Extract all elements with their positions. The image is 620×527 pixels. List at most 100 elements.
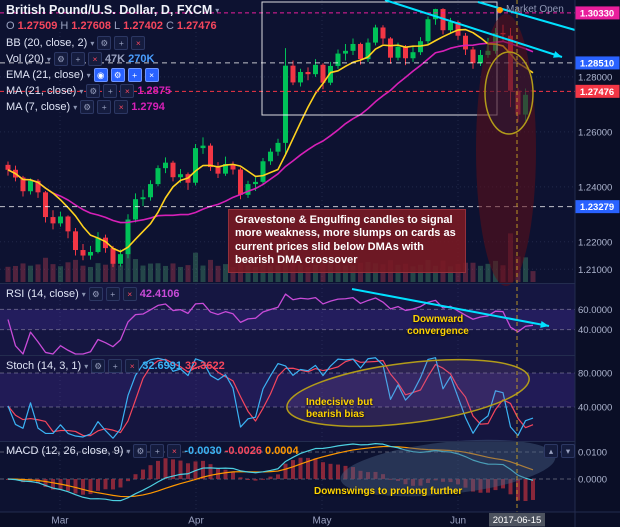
candle-body	[253, 181, 258, 185]
plus-icon[interactable]: +	[114, 36, 129, 50]
gear-icon[interactable]: ⚙	[133, 444, 148, 458]
stoch-note[interactable]: Indecisive but bearish bias	[306, 397, 373, 420]
candle-body	[268, 151, 273, 162]
plus-icon[interactable]: +	[127, 68, 142, 82]
gear-icon[interactable]: ⚙	[80, 100, 95, 114]
pane-up-icon[interactable]: ▴	[544, 444, 558, 458]
chevron-down-icon[interactable]: ▾	[81, 289, 86, 299]
candle-body	[155, 168, 161, 185]
time-scale[interactable]: Mar Apr May Jun 2017-06-15	[51, 513, 545, 527]
chevron-down-icon[interactable]: ▾	[126, 446, 131, 456]
plus-icon[interactable]: +	[105, 287, 120, 301]
trend-arrow-drawing	[477, 1, 576, 31]
market-status-label: Market Open	[506, 4, 564, 15]
stoch-ellipse-drawing	[286, 358, 530, 428]
plus-icon[interactable]: +	[150, 444, 165, 458]
ma7-label[interactable]: MA (7, close)	[6, 101, 71, 113]
candle-body	[373, 27, 378, 43]
ma21-label[interactable]: MA (21, close)	[6, 85, 77, 97]
close-icon[interactable]: ×	[131, 36, 146, 50]
svg-text:1.24000: 1.24000	[578, 182, 612, 193]
candle-body	[215, 167, 221, 174]
macd-note[interactable]: Downswings to prolong further	[314, 486, 463, 497]
price-badge	[575, 6, 620, 20]
candle-body	[125, 219, 131, 255]
gear-icon[interactable]: ⚙	[97, 36, 112, 50]
chevron-down-icon[interactable]: ▾	[46, 54, 51, 64]
legend-row-macd: MACD (12, 26, close, 9) ▾ ⚙ + × -0.0030 …	[6, 444, 299, 458]
analysis-callout[interactable]: Gravestone & Engulfing candles to signal…	[228, 209, 466, 273]
vol-ma-value: 270K	[128, 53, 155, 65]
candle-body	[193, 148, 198, 183]
svg-text:0.0100: 0.0100	[578, 448, 607, 459]
chevron-down-icon[interactable]: ▾	[86, 70, 91, 80]
open-label: O	[6, 20, 15, 32]
candle-body	[365, 42, 371, 60]
gear-icon[interactable]: ⚙	[86, 84, 101, 98]
candle-body	[80, 250, 86, 256]
close-icon[interactable]: ×	[144, 68, 159, 82]
pane-controls: ▴ ▾	[544, 444, 575, 458]
ohlc-row: O 1.27509 H 1.27608 L 1.27402 C 1.27476	[6, 20, 217, 32]
candle-body	[425, 19, 431, 42]
plus-icon[interactable]: +	[70, 52, 85, 66]
svg-text:80.0000: 80.0000	[578, 369, 612, 380]
close-icon[interactable]: ×	[87, 52, 102, 66]
candle-body	[463, 35, 468, 50]
candle-body	[380, 27, 386, 39]
chevron-down-icon[interactable]: ▾	[90, 38, 95, 48]
candle-body	[260, 161, 266, 182]
rsi-label[interactable]: RSI (14, close)	[6, 288, 79, 300]
gear-icon[interactable]: ⚙	[88, 287, 103, 301]
macd-layer	[6, 443, 535, 502]
vol-label[interactable]: Vol (20)	[6, 53, 44, 65]
candle-body	[95, 237, 101, 252]
legend-row-ma21: MA (21, close) ▾ ⚙ + × 1.2875	[6, 84, 171, 98]
pane-down-icon[interactable]: ▾	[561, 444, 575, 458]
drawings-layer[interactable]	[261, 0, 576, 512]
gear-icon[interactable]: ⚙	[110, 68, 125, 82]
candle-body	[403, 46, 408, 59]
high-label: H	[60, 20, 69, 32]
legend-row-vol: Vol (20) ▾ ⚙ + × 47K 270K	[6, 52, 154, 66]
candle-body	[358, 43, 363, 60]
chevron-down-icon[interactable]: ▾	[73, 102, 78, 112]
stoch-label[interactable]: Stoch (14, 3, 1)	[6, 360, 82, 372]
eye-icon[interactable]: ◉	[93, 68, 108, 82]
close-label: C	[165, 20, 174, 32]
market-status: Market Open	[497, 4, 564, 15]
candle-body	[343, 50, 348, 54]
ema-label[interactable]: EMA (21, close)	[6, 69, 84, 81]
candle-body	[58, 216, 63, 224]
candle-body	[388, 38, 393, 58]
chevron-down-icon[interactable]: ▾	[79, 86, 84, 96]
plus-icon[interactable]: +	[97, 100, 112, 114]
close-icon[interactable]: ×	[114, 100, 129, 114]
gear-icon[interactable]: ⚙	[53, 52, 68, 66]
candle-body	[410, 52, 416, 59]
svg-text:Jun: Jun	[450, 516, 466, 527]
bb-label[interactable]: BB (20, close, 2)	[6, 37, 88, 49]
close-icon[interactable]: ×	[167, 444, 182, 458]
candle-body	[140, 197, 146, 200]
svg-text:60.0000: 60.0000	[578, 305, 612, 316]
candle-body	[335, 53, 341, 66]
close-icon[interactable]: ×	[120, 84, 135, 98]
gear-icon[interactable]: ⚙	[91, 359, 106, 373]
chevron-down-icon[interactable]: ▾	[215, 5, 220, 15]
low-value: 1.27402	[123, 20, 163, 32]
open-value: 1.27509	[17, 20, 58, 32]
symbol-title[interactable]: British Pound/U.S. Dollar, D, FXCM	[6, 3, 213, 17]
chevron-down-icon[interactable]: ▾	[84, 361, 89, 371]
macd-label[interactable]: MACD (12, 26, close, 9)	[6, 445, 124, 457]
close-icon[interactable]: ×	[122, 287, 137, 301]
candle-body	[470, 49, 476, 64]
rsi-note[interactable]: Downward convergence	[407, 314, 469, 337]
plus-icon[interactable]: +	[108, 359, 123, 373]
status-dot-icon	[497, 6, 503, 13]
close-icon[interactable]: ×	[125, 359, 140, 373]
plus-icon[interactable]: +	[103, 84, 118, 98]
moving-averages-layer	[7, 28, 534, 253]
